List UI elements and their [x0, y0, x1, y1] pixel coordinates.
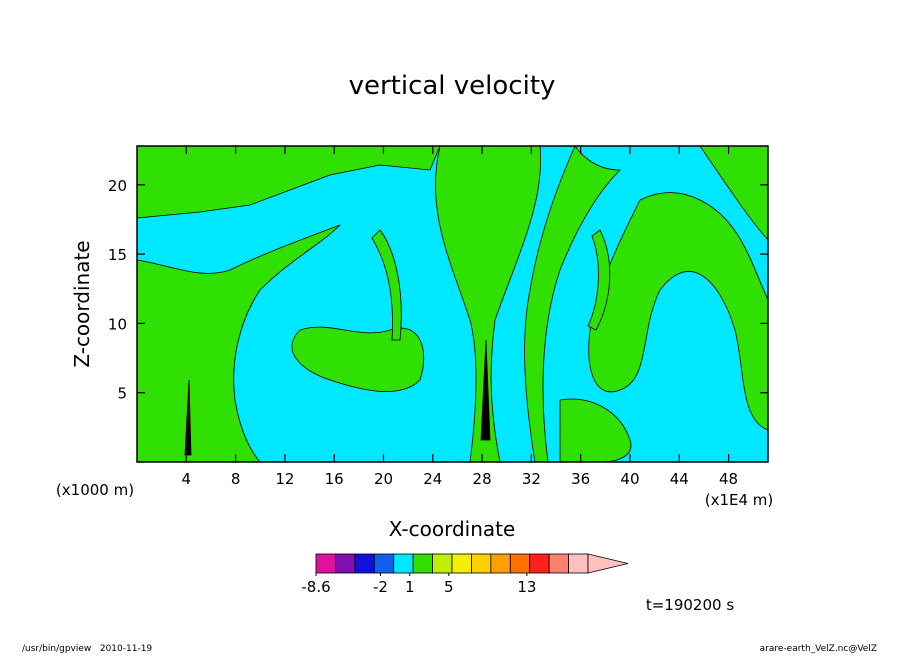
- colorbar-segment: [548, 553, 569, 574]
- strong-updraft: [184, 339, 491, 456]
- colorbar-segment: [335, 553, 356, 574]
- x-tick-label: 40: [620, 470, 639, 488]
- x-tick-label: 48: [719, 470, 738, 488]
- y-tick-label: 5: [117, 385, 127, 403]
- colorbar-segment: [509, 553, 531, 574]
- colorbar-segment: [315, 553, 336, 574]
- x-unit: (x1E4 m): [705, 491, 774, 509]
- colorbar: -8.6 -2 1 5 13: [301, 553, 629, 596]
- colorbar-segment: [490, 553, 511, 574]
- footer-right: arare-earth_VelZ.nc@VelZ: [760, 644, 877, 654]
- y-tick-label: 15: [108, 246, 127, 264]
- x-tick-label: 16: [325, 470, 344, 488]
- plot-frame: [136, 145, 769, 463]
- colorbar-segment: [471, 553, 492, 574]
- colorbar-segment: [529, 553, 550, 574]
- y-axis-label: Z-coordinate: [70, 240, 94, 367]
- y-tick-label: 20: [108, 177, 127, 195]
- colorbar-label: -2: [373, 578, 388, 596]
- x-tick-label: 4: [182, 470, 192, 488]
- x-tick-label: 28: [473, 470, 492, 488]
- colorbar-label: -8.6: [301, 578, 330, 596]
- x-axis-label: X-coordinate: [389, 517, 516, 541]
- x-tick-label: 36: [571, 470, 590, 488]
- colorbar-label: 1: [405, 578, 415, 596]
- chart-title: vertical velocity: [349, 71, 556, 101]
- colorbar-label: 5: [444, 578, 454, 596]
- contour-field: [137, 146, 768, 462]
- x-tick-label: 12: [275, 470, 294, 488]
- y-unit: (x1000 m): [56, 481, 134, 499]
- colorbar-segment: [412, 553, 433, 574]
- y-tick-label: 10: [108, 315, 127, 333]
- x-tick-label: 24: [423, 470, 442, 488]
- colorbar-segment: [568, 553, 589, 574]
- colorbar-segment: [393, 553, 414, 574]
- colorbar-arrow: [587, 553, 629, 574]
- x-tick-label: 32: [522, 470, 541, 488]
- colorbar-segment: [354, 553, 375, 574]
- colorbar-segment: [432, 553, 453, 574]
- colorbar-label: 13: [517, 578, 536, 596]
- time-label: t=190200 s: [646, 596, 734, 614]
- colorbar-segment: [373, 553, 395, 574]
- footer-left: /usr/bin/gpview 2010-11-19: [22, 644, 152, 654]
- colorbar-segment: [451, 553, 472, 574]
- x-tick-label: 44: [670, 470, 689, 488]
- x-tick-label: 8: [231, 470, 241, 488]
- x-tick-label: 20: [374, 470, 393, 488]
